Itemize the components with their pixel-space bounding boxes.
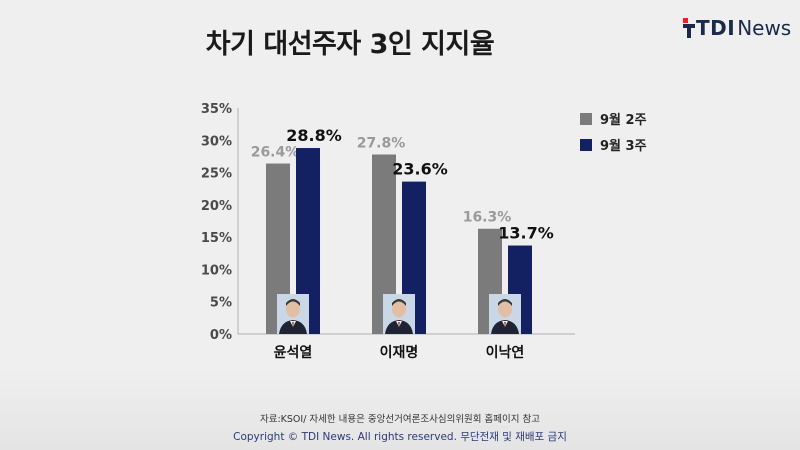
y-tick-label: 25%: [201, 167, 232, 182]
legend-label: 9월 3주: [600, 138, 647, 154]
y-tick-label: 30%: [201, 134, 232, 149]
y-axis: 0% 5% 10% 15% 20% 25% 30% 35%: [201, 102, 575, 343]
data-label: 27.8%: [357, 135, 406, 151]
category-label: 이재명: [380, 344, 419, 361]
y-tick-label: 20%: [201, 199, 232, 214]
data-label: 13.7%: [498, 224, 554, 243]
y-tick-label: 15%: [201, 231, 232, 246]
bar-chart: 0% 5% 10% 15% 20% 25% 30% 35% 26.4%28.8% 27.8% 23…: [201, 102, 647, 361]
data-label: 26.4%: [251, 145, 300, 161]
data-label: 23.6%: [392, 160, 448, 179]
footer-copyright: Copyright © TDI News. All rights reserve…: [233, 431, 567, 443]
tdi-news-logo: TDI News: [683, 14, 791, 42]
category-label: 윤석열: [274, 344, 313, 361]
legend-swatch: [580, 113, 592, 125]
data-label: 28.8%: [286, 126, 342, 145]
y-tick-label: 35%: [201, 102, 232, 117]
y-tick-label: 5%: [210, 296, 232, 311]
candidate-portrait: [383, 294, 415, 334]
candidate-portrait: [277, 294, 309, 334]
data-label: 16.3%: [463, 210, 512, 226]
footer-source-note: 자료:KSOI/ 자세한 내용은 중앙선거여론조사심의위원회 홈페이지 참고: [259, 414, 541, 425]
category-labels: 윤석열 이재명 이낙연: [274, 344, 525, 361]
logo-text-tdi: TDI: [696, 16, 736, 40]
tdi-logo-icon: [683, 18, 695, 38]
category-label: 이낙연: [486, 344, 525, 361]
candidate-portrait: [489, 294, 521, 334]
y-tick-label: 10%: [201, 263, 232, 278]
background-lower-band: [0, 370, 800, 450]
legend: 9월 2주 9월 3주: [580, 112, 647, 154]
legend-label: 9월 2주: [600, 112, 647, 128]
y-tick-label: 0%: [210, 328, 232, 343]
logo-text-news: News: [737, 16, 792, 40]
legend-swatch: [580, 139, 592, 151]
chart-title: 차기 대선주자 3인 지지율: [205, 29, 495, 60]
